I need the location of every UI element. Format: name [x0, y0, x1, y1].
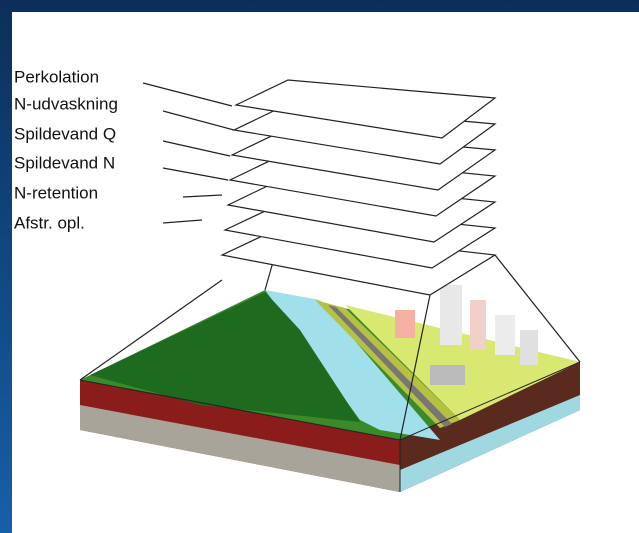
labels: Perkolation N-udvaskning Spildevand Q Sp… — [14, 67, 118, 232]
layer-label: N-retention — [14, 183, 98, 202]
layer-label: Afstr. opl. — [14, 213, 85, 232]
projection-lines — [79, 254, 581, 441]
layers — [220, 79, 497, 296]
layer-label: N-udvaskning — [14, 94, 118, 113]
leader-lines — [142, 82, 235, 224]
terrain-block — [79, 285, 581, 492]
layer-label: Spildevand N — [14, 153, 115, 172]
layer-label: Spildevand Q — [14, 124, 116, 143]
layer-label: Perkolation — [14, 67, 99, 86]
